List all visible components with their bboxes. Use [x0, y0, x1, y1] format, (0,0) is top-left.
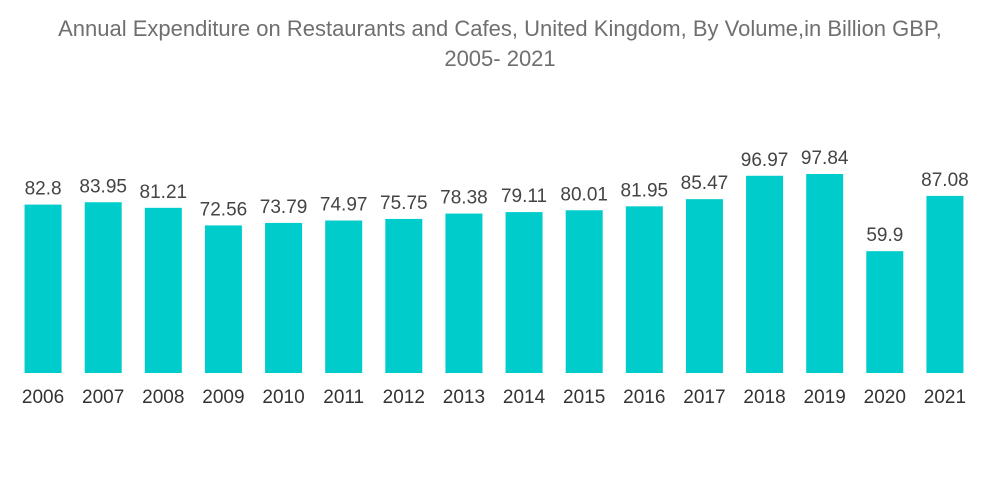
bar-2021	[926, 195, 964, 373]
bar-2015	[565, 210, 603, 373]
x-tick-label-2020: 2020	[864, 387, 906, 408]
x-tick-label-2015: 2015	[563, 387, 605, 408]
value-label-2009: 72.56	[200, 199, 248, 220]
x-tick-label-2006: 2006	[22, 387, 64, 408]
bar-2013	[445, 213, 483, 373]
value-label-2010: 73.79	[260, 197, 308, 218]
chart-title-line-1: Annual Expenditure on Restaurants and Ca…	[58, 16, 942, 41]
value-label-2016: 81.95	[621, 180, 669, 201]
value-label-2007: 83.95	[79, 176, 127, 197]
chart-title: Annual Expenditure on Restaurants and Ca…	[0, 14, 1000, 74]
bar-2014	[505, 212, 543, 373]
bar-2006	[24, 204, 62, 373]
bar-2009	[204, 225, 242, 373]
bar-2016	[625, 206, 663, 373]
x-tick-label-2012: 2012	[383, 387, 425, 408]
value-label-2015: 80.01	[560, 184, 608, 205]
value-label-2011: 74.97	[320, 195, 368, 216]
value-label-2014: 79.11	[501, 186, 547, 207]
x-tick-label-2021: 2021	[924, 387, 966, 408]
bar-2012	[385, 218, 423, 373]
x-tick-label-2010: 2010	[262, 387, 304, 408]
value-label-2021: 87.08	[921, 170, 969, 191]
bar-2011	[325, 220, 363, 373]
chart-title-line-2: 2005- 2021	[444, 46, 556, 71]
x-tick-label-2016: 2016	[623, 387, 665, 408]
value-label-2017: 85.47	[681, 173, 729, 194]
bar-2018	[746, 175, 784, 373]
x-tick-label-2014: 2014	[503, 387, 546, 408]
bar-2017	[685, 199, 723, 373]
x-tick-label-2019: 2019	[804, 387, 846, 408]
value-label-2012: 75.75	[380, 193, 428, 214]
x-tick-label-2008: 2008	[142, 387, 184, 408]
x-tick-label-2009: 2009	[202, 387, 244, 408]
bar-2019	[806, 174, 844, 373]
x-tick-label-2011: 2011	[323, 387, 364, 408]
value-label-2006: 82.8	[25, 179, 62, 200]
x-tick-label-2007: 2007	[82, 387, 124, 408]
value-label-2019: 97.84	[801, 148, 849, 169]
bar-2007	[84, 202, 122, 373]
bar-2020	[866, 251, 904, 373]
value-label-2008: 81.21	[140, 182, 188, 203]
value-label-2013: 78.38	[440, 188, 488, 209]
value-label-2020: 59.9	[866, 225, 903, 246]
x-tick-label-2017: 2017	[683, 387, 725, 408]
bar-2008	[144, 207, 182, 373]
value-label-2018: 96.97	[741, 150, 789, 171]
x-tick-label-2018: 2018	[743, 387, 785, 408]
bar-2010	[265, 222, 303, 373]
x-tick-label-2013: 2013	[443, 387, 485, 408]
